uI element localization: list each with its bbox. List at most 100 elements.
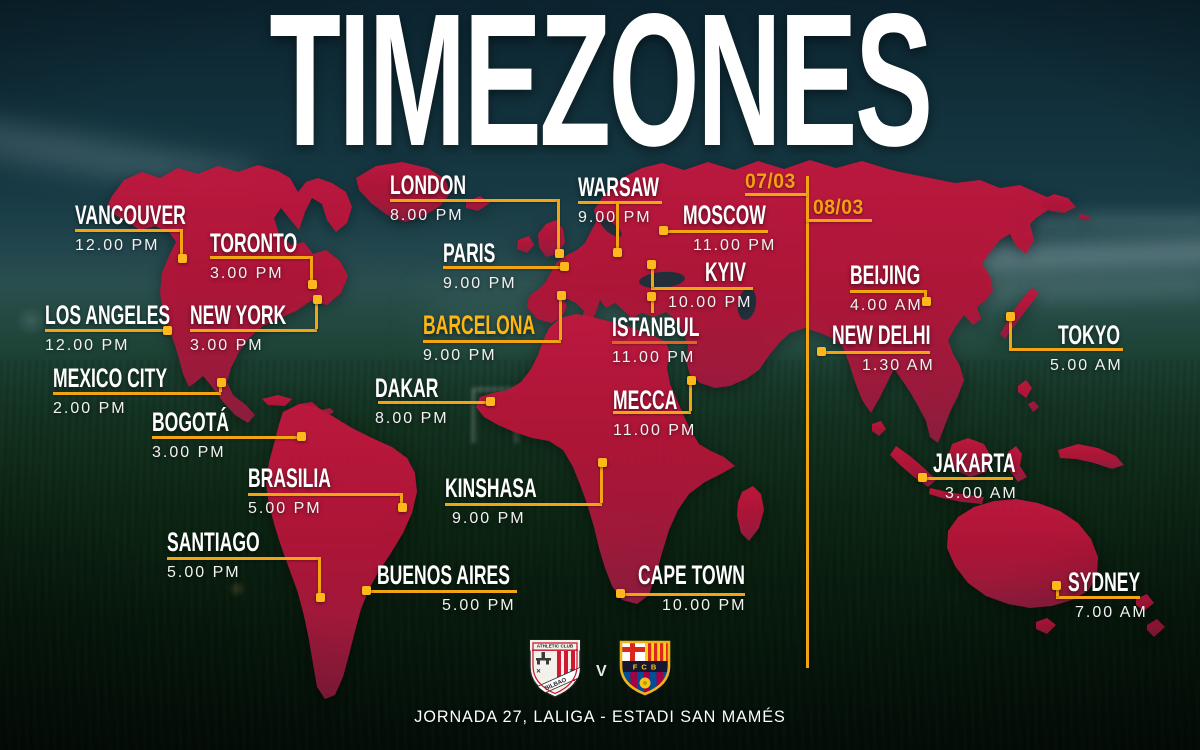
city-time: 5.00 PM xyxy=(167,564,241,581)
connector-line xyxy=(219,385,222,392)
connector-line xyxy=(613,411,691,414)
connector-line xyxy=(370,590,517,593)
crest-x-mark: ✕ xyxy=(536,668,541,675)
city-time: 8.00 PM xyxy=(375,410,449,427)
connector-line xyxy=(378,401,488,404)
city-time: 5.00 AM xyxy=(1050,357,1123,374)
connector-line xyxy=(624,593,745,596)
caribbean-islands xyxy=(262,395,334,416)
connector-line xyxy=(924,290,927,299)
connector-line xyxy=(1009,348,1123,351)
crest-inner-border xyxy=(532,642,578,695)
date-after-midnight: 08/03 xyxy=(813,196,864,219)
connector-line xyxy=(578,201,662,204)
city-name: BUENOS AIRES xyxy=(377,560,510,590)
city-time: 10.00 PM xyxy=(668,294,753,311)
poster-title: TIMEZONES xyxy=(269,0,933,186)
city-moscow: MOSCOW 11.00 PM xyxy=(683,202,811,254)
city-jakarta: JAKARTA 3.00 AM xyxy=(933,450,1060,502)
city-time: 11.00 PM xyxy=(613,422,697,439)
connector-line xyxy=(616,201,619,250)
black-sea xyxy=(639,271,685,289)
city-name: TOKYO xyxy=(1058,320,1121,350)
city-time: 9.00 PM xyxy=(452,510,526,527)
map-marker-warsaw xyxy=(613,248,622,257)
map-marker-new-delhi xyxy=(817,347,826,356)
map-marker-cape-town xyxy=(616,589,625,598)
connector-line xyxy=(75,229,182,232)
connector-line xyxy=(248,493,402,496)
java xyxy=(929,488,984,504)
fc-barcelona-crest: F C B xyxy=(619,640,671,696)
city-name: LOS ANGELES xyxy=(45,300,171,330)
city-name: VANCOUVER xyxy=(75,200,186,230)
city-name: DAKAR xyxy=(375,373,439,403)
connector-line xyxy=(318,557,321,595)
city-name: NEW YORK xyxy=(190,300,287,330)
city-istanbul: ISTANBUL 11.00 PM xyxy=(612,314,747,366)
city-time: 3.00 PM xyxy=(152,444,226,461)
city-time: 8.00 PM xyxy=(390,207,464,224)
city-name: PARIS xyxy=(443,238,496,268)
city-time: 10.00 PM xyxy=(662,597,747,614)
connector-line xyxy=(850,290,926,293)
connector-line xyxy=(600,464,603,503)
city-name: CAPE TOWN xyxy=(638,560,745,590)
city-name: KYIV xyxy=(705,257,746,287)
crest-initials: F C B xyxy=(633,663,658,672)
istanbul-underline xyxy=(612,341,697,344)
city-warsaw: WARSAW 9.00 PM xyxy=(578,174,703,226)
city-time: 3.00 AM xyxy=(945,485,1018,502)
city-kyiv: KYIV 10.00 PM xyxy=(668,257,768,311)
city-name: MECCA xyxy=(613,385,678,415)
map-marker-los-angeles xyxy=(163,326,172,335)
city-time: 12.00 PM xyxy=(75,237,160,254)
connector-line xyxy=(651,300,654,313)
city-brasilia: BRASILIA 5.00 PM xyxy=(248,465,376,517)
city-buenos-aires: BUENOS AIRES 5.00 PM xyxy=(377,562,582,614)
map-marker-toronto xyxy=(308,280,317,289)
city-time: 3.00 PM xyxy=(210,265,284,282)
city-name: BRASILIA xyxy=(248,463,331,493)
connector-line xyxy=(167,557,320,560)
city-time: 4.00 AM xyxy=(850,297,923,314)
connector-line xyxy=(667,230,768,233)
map-marker-beijing xyxy=(922,297,931,306)
connector-line xyxy=(557,199,560,251)
city-london: LONDON 8.00 PM xyxy=(390,172,507,224)
map-marker-tokyo xyxy=(1006,312,1015,321)
map-marker-kinshasa xyxy=(598,458,607,467)
city-name: BOGOTÁ xyxy=(152,407,230,437)
date-before-midnight: 07/03 xyxy=(745,170,796,193)
city-time: 9.00 PM xyxy=(443,275,517,292)
map-marker-buenos-aires xyxy=(362,586,371,595)
map-marker-mexico-city xyxy=(217,378,226,387)
map-marker-dakar xyxy=(486,397,495,406)
city-beijing: BEIJING 4.00 AM xyxy=(850,262,958,314)
connector-line xyxy=(651,266,654,287)
city-name: NEW DELHI xyxy=(832,320,931,350)
date-underline xyxy=(745,193,807,196)
connector-line xyxy=(190,329,317,332)
sri-lanka xyxy=(872,421,886,436)
city-time: 1.30 AM xyxy=(862,357,935,374)
map-marker-moscow xyxy=(659,226,668,235)
city-time: 12.00 PM xyxy=(45,337,130,354)
city-time: 9.00 PM xyxy=(578,209,652,226)
map-marker-jakarta xyxy=(918,473,927,482)
connector-line xyxy=(651,287,753,290)
connector-line xyxy=(390,199,559,202)
connector-line xyxy=(927,477,1013,480)
city-name: ISTANBUL xyxy=(612,312,700,342)
sumatra xyxy=(890,446,936,487)
sulawesi xyxy=(1008,446,1027,482)
athletic-club-crest: ✕ ✕ BILBAO ATHLETIC CLUB xyxy=(529,639,581,698)
city-name: BEIJING xyxy=(850,260,921,290)
map-marker-london xyxy=(555,249,564,258)
tasmania xyxy=(1036,618,1056,634)
continent-south-america xyxy=(266,404,417,699)
connector-line xyxy=(445,503,602,506)
city-kinshasa: KINSHASA 9.00 PM xyxy=(445,475,586,527)
madagascar xyxy=(737,486,764,541)
